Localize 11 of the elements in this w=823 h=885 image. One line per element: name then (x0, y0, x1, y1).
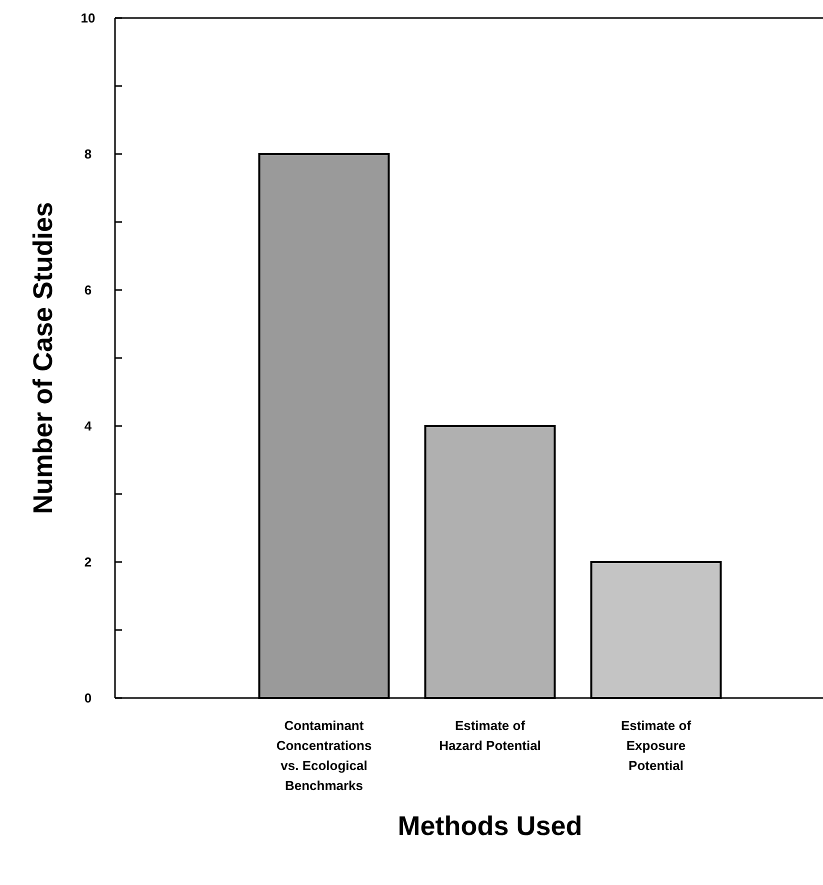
y-tick-label: 6 (84, 282, 92, 298)
y-tick-label: 10 (80, 10, 96, 26)
y-tick-label: 4 (84, 418, 92, 434)
x-tick-label: Estimate of Exposure Potential (620, 718, 692, 773)
x-axis-title: Methods Used (398, 811, 582, 841)
x-tick-label: Contaminant Concentrations vs. Ecological Benchmarks (276, 718, 372, 793)
y-tick-label: 8 (84, 146, 92, 162)
y-tick-label: 0 (84, 690, 92, 706)
y-axis-title: Number of Case Studies (28, 202, 58, 514)
x-tick-label: Estimate of Hazard Potential (439, 718, 541, 753)
y-tick-label: 2 (84, 554, 92, 570)
